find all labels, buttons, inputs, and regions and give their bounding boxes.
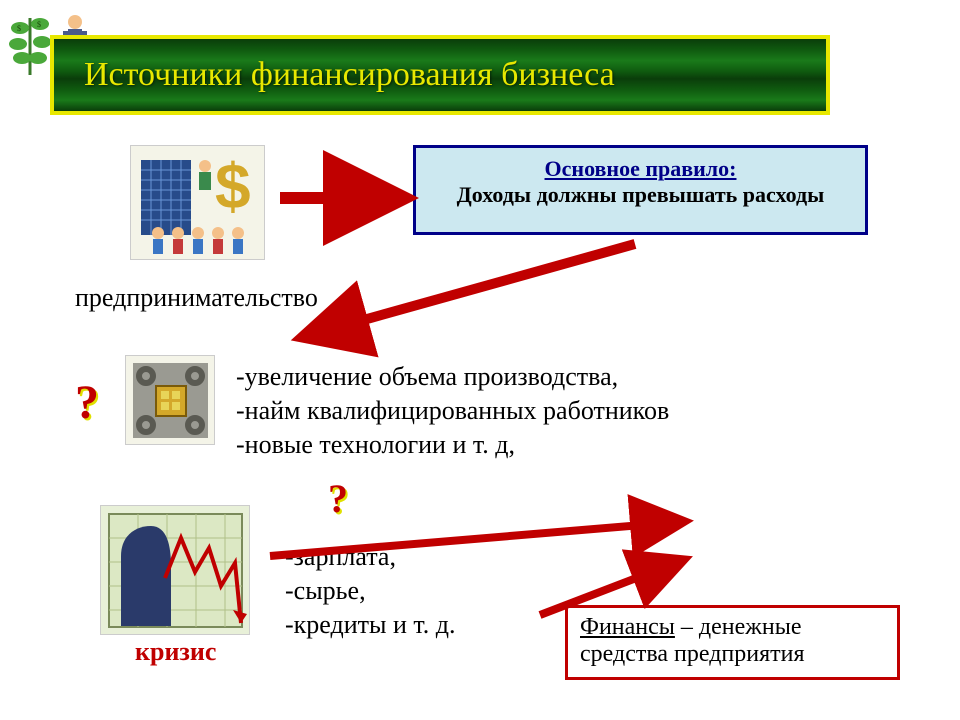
arrows-layer — [0, 0, 960, 720]
